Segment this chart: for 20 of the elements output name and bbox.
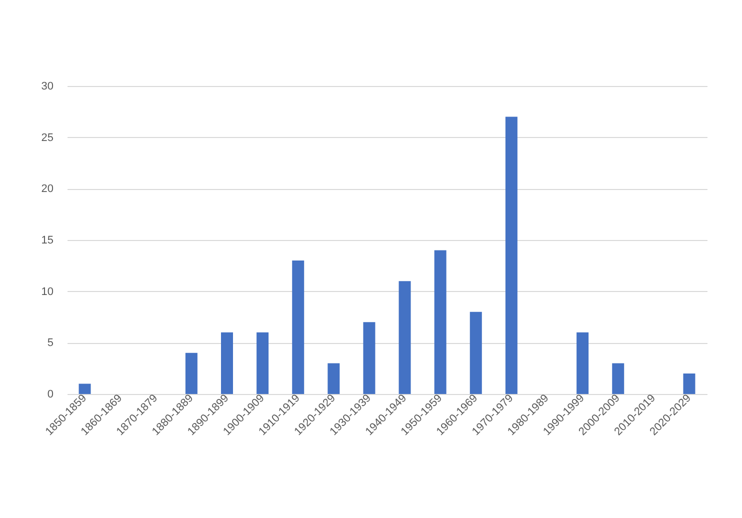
bar xyxy=(328,363,340,394)
y-tick-label: 5 xyxy=(47,337,54,350)
bar xyxy=(505,116,518,394)
bar xyxy=(292,260,304,394)
bar xyxy=(185,352,198,394)
y-tick-label: 15 xyxy=(41,234,54,246)
bar xyxy=(256,332,269,394)
y-tick-label: 25 xyxy=(41,132,54,144)
bar xyxy=(363,322,376,394)
bar xyxy=(683,373,696,394)
y-tick-label: 10 xyxy=(41,286,54,298)
bar xyxy=(434,250,446,394)
bar xyxy=(612,363,624,394)
bar xyxy=(398,281,411,394)
y-tick-label: 30 xyxy=(41,80,54,92)
bar xyxy=(78,384,91,394)
bar xyxy=(221,332,233,394)
bar xyxy=(470,312,482,394)
bar xyxy=(576,332,589,394)
y-tick-label: 20 xyxy=(41,183,54,196)
